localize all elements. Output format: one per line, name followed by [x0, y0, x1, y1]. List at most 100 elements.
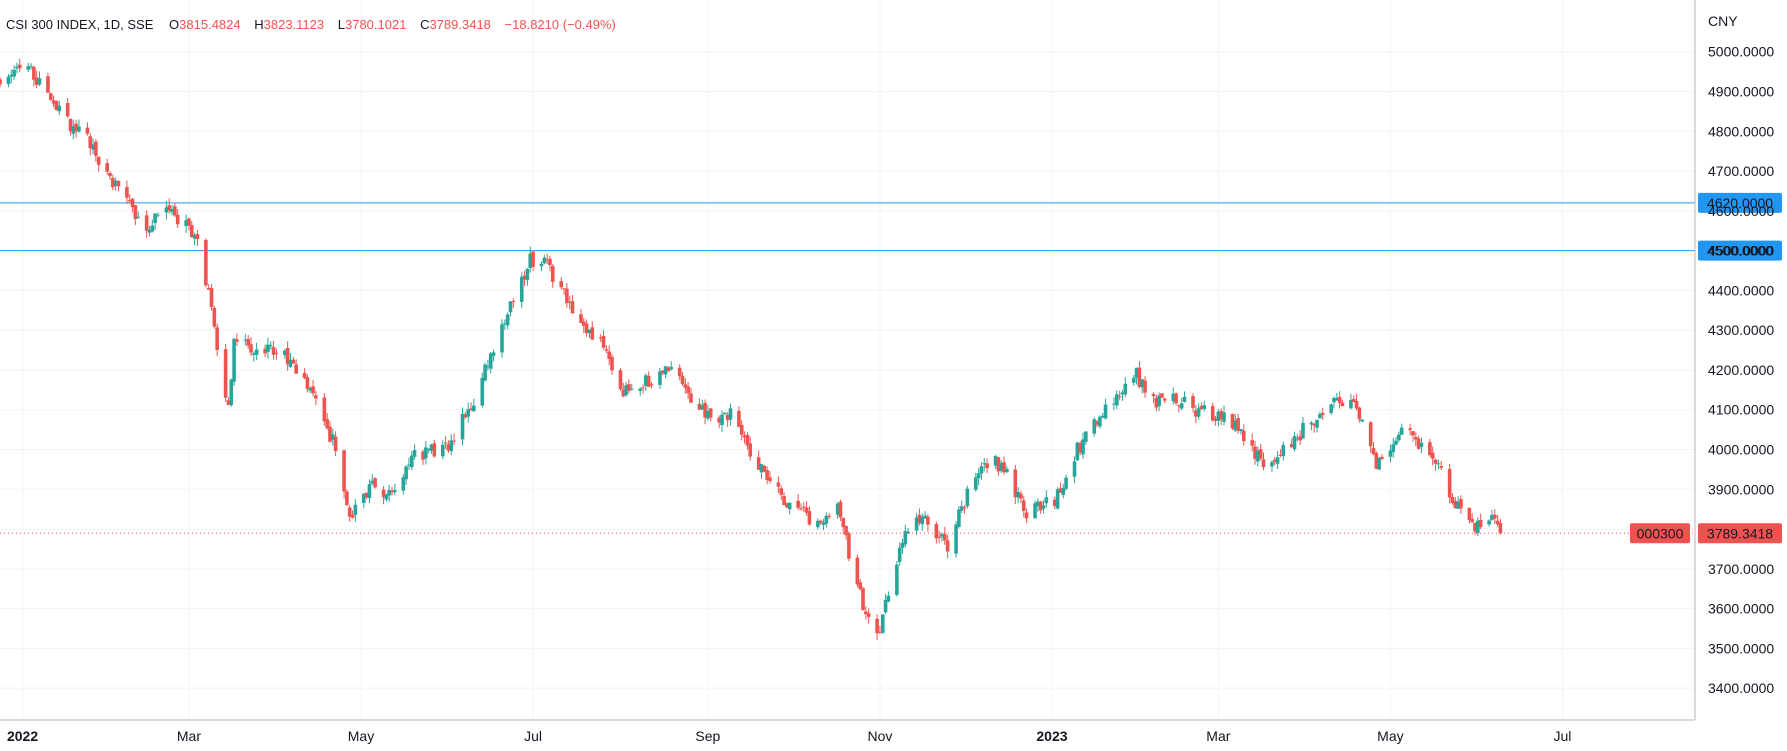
x-tick-label: Jul	[1553, 728, 1571, 744]
candle-body	[384, 494, 389, 500]
candle-body	[1162, 398, 1167, 401]
candle-body	[314, 395, 318, 399]
x-tick-label: Jul	[524, 728, 542, 744]
candle-body	[235, 339, 239, 342]
candle-body	[1380, 456, 1384, 459]
candle-body	[9, 74, 14, 77]
candle-body	[1357, 407, 1362, 420]
candle-body	[627, 384, 631, 391]
open-value: 3815.4824	[179, 17, 240, 32]
candle-body	[463, 414, 468, 418]
candle-body	[522, 275, 527, 280]
close-label: C	[420, 17, 429, 32]
candle-body	[446, 444, 451, 451]
candle-body	[1100, 415, 1105, 418]
candle-body	[525, 268, 530, 280]
candle-body	[209, 288, 214, 307]
candle-body	[1021, 500, 1026, 511]
candle-body	[1041, 505, 1046, 509]
candle-body	[1459, 499, 1463, 509]
candle-body	[1318, 414, 1322, 419]
candle-body	[841, 517, 846, 528]
candle-body	[1199, 406, 1204, 410]
candle-body	[1134, 367, 1139, 378]
candle-body	[173, 206, 177, 216]
low-label: L	[338, 17, 345, 32]
candle-body	[294, 364, 298, 374]
candle-body	[1058, 488, 1063, 493]
candle-body	[996, 457, 1001, 472]
candle-body	[765, 470, 769, 481]
change-value: −18.8210 (−0.49%)	[505, 17, 616, 32]
candle-body	[677, 367, 682, 377]
candle-body	[491, 352, 496, 356]
candle-body	[116, 180, 121, 187]
candle-body	[886, 595, 891, 602]
candle-body	[1391, 444, 1396, 453]
candle-body	[254, 349, 259, 355]
candle-body	[274, 352, 279, 354]
candle-body	[1044, 497, 1049, 504]
candle-body	[1038, 501, 1043, 511]
candle-body	[243, 339, 248, 341]
candle-body	[0, 79, 2, 85]
candle-body	[708, 408, 713, 418]
candle-body	[1416, 438, 1421, 449]
candle-body	[1123, 383, 1128, 395]
candle-body	[1236, 418, 1240, 431]
candle-body	[1261, 459, 1266, 468]
candle-body	[1081, 439, 1085, 455]
candle-body	[1473, 522, 1477, 532]
candle-body	[644, 375, 648, 386]
candle-body	[607, 351, 611, 359]
candle-body	[1408, 428, 1412, 430]
candle-body	[263, 348, 267, 354]
last-price-label: 3789.3418	[1707, 525, 1773, 541]
candle-body	[545, 259, 549, 261]
candle-body	[291, 359, 296, 364]
candle-body	[212, 307, 217, 327]
candle-body	[565, 288, 569, 304]
candle-body	[500, 324, 504, 353]
candle-body	[412, 450, 417, 457]
candle-body	[443, 442, 448, 444]
candle-body	[785, 503, 789, 508]
candle-body	[96, 156, 101, 165]
candle-body	[1055, 489, 1060, 509]
candle-body	[559, 281, 564, 288]
candle-body	[900, 542, 905, 548]
candle-body	[1312, 423, 1317, 426]
candle-body	[1371, 447, 1376, 455]
candle-body	[353, 504, 358, 515]
candle-body	[252, 353, 256, 355]
horizontal-lines[interactable]: 4620.0000 4500.0000	[0, 192, 1782, 261]
candle-body	[550, 265, 555, 282]
price-axis[interactable]: 3400.00003500.00003600.00003700.00003800…	[1630, 44, 1782, 696]
candle-body	[1194, 410, 1198, 417]
candle-body	[175, 214, 180, 225]
candle-body	[618, 370, 623, 390]
candle-body	[1436, 463, 1441, 465]
candle-body	[982, 463, 987, 465]
candle-body	[508, 301, 513, 313]
candle-body	[1084, 431, 1088, 442]
candle-body	[917, 514, 922, 523]
candle-body	[548, 258, 552, 266]
candle-body	[164, 207, 169, 213]
candle-body	[959, 506, 964, 511]
candle-body	[1233, 420, 1238, 431]
y-tick-label: 4100.0000	[1708, 402, 1774, 418]
candle-body	[486, 365, 490, 368]
time-axis[interactable]: 2022 Mar May Jul Sep Nov 2023 Mar May Jul	[7, 728, 1571, 744]
candle-body	[689, 393, 693, 403]
candle-body	[1430, 452, 1435, 459]
candle-body	[449, 440, 454, 452]
candle-body	[1005, 468, 1009, 473]
candle-body	[1196, 408, 1201, 417]
candle-body	[1315, 419, 1319, 428]
candle-body	[666, 367, 671, 372]
horizontal-line-label: 4620.0000	[1707, 195, 1773, 211]
candle-body	[660, 370, 665, 374]
